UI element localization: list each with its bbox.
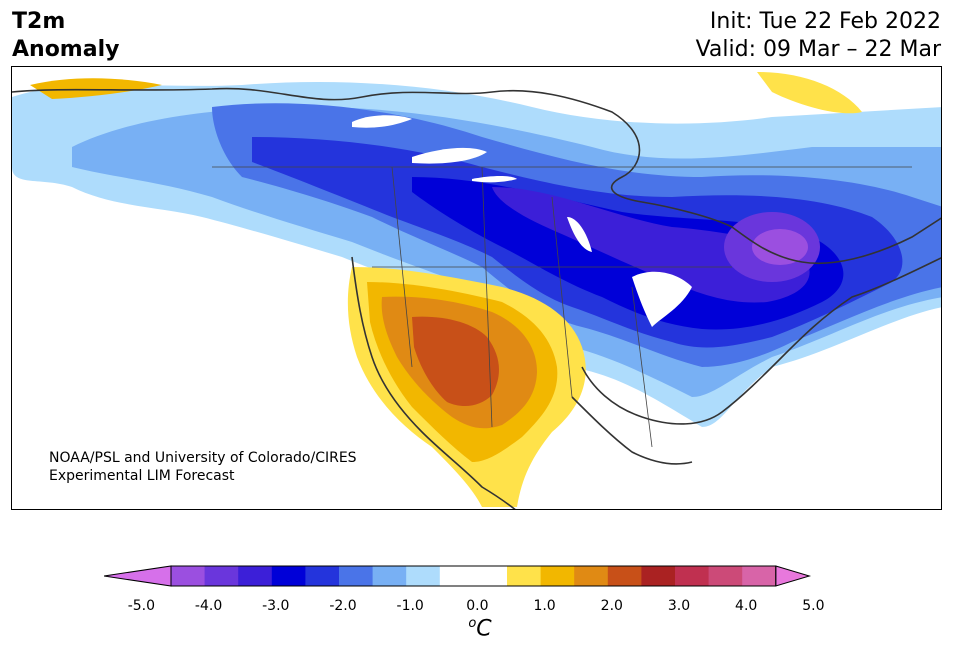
colorbar-cell xyxy=(406,566,441,586)
colorbar-extend-low xyxy=(104,565,172,587)
anomaly-label: Anomaly xyxy=(12,37,120,62)
unit-base: C xyxy=(476,616,492,642)
colorbar-cell xyxy=(339,566,374,586)
colorbar-cell xyxy=(204,566,239,586)
colorbar-tick-label: -1.0 xyxy=(396,598,424,614)
colorbar-cell xyxy=(473,566,508,586)
colorbar-tick-label: -4.0 xyxy=(194,598,223,614)
colorbar-cell xyxy=(372,566,407,586)
date-info: Init: Tue 22 Feb 2022 Valid: 09 Mar – 22… xyxy=(696,8,941,64)
map-svg xyxy=(12,72,941,509)
colorbar-tick-label: 3.0 xyxy=(667,598,691,614)
colorbar-tick-label: -5.0 xyxy=(127,598,156,614)
colorbar-cell xyxy=(574,566,609,586)
colorbar-frame xyxy=(170,565,777,587)
colorbar-tick-label: 5.0 xyxy=(802,598,825,614)
colorbar-cell xyxy=(507,566,542,586)
colorbar-tick-label: 1.0 xyxy=(533,598,556,614)
colorbar-cell xyxy=(742,566,777,586)
map-title: T2m Anomaly xyxy=(12,8,119,64)
colorbar-tick-label: -3.0 xyxy=(262,598,290,614)
cold-core-purple xyxy=(492,187,810,303)
colorbar-tick-label: 2.0 xyxy=(600,598,623,614)
unit-superscript: o xyxy=(468,616,477,631)
cold-max-center xyxy=(752,229,808,265)
colorbar-cell xyxy=(641,566,676,586)
colorbar-tick-label: 4.0 xyxy=(735,598,758,614)
coastlines xyxy=(12,87,941,509)
credit-line-1: NOAA/PSL and University of Colorado/CIRE… xyxy=(49,450,357,466)
variable-name: T2m xyxy=(12,9,66,34)
colorbar-cell xyxy=(607,566,642,586)
unit-label: oC xyxy=(460,616,500,641)
colorbar-cell xyxy=(708,566,743,586)
colorbar-cell xyxy=(675,566,710,586)
credit-line-2: Experimental LIM Forecast xyxy=(49,468,235,484)
colorbar-tick-label: 0.0 xyxy=(466,598,489,614)
credit-text: NOAA/PSL and University of Colorado/CIRE… xyxy=(49,449,357,485)
lakes xyxy=(352,115,692,327)
colorbar-cell xyxy=(271,566,306,586)
warm-greenland xyxy=(757,72,862,114)
colorbar-cell xyxy=(540,566,575,586)
warm-core xyxy=(412,316,499,407)
colorbar xyxy=(104,565,812,587)
valid-range: Valid: 09 Mar – 22 Mar xyxy=(695,37,941,62)
colorbar-cell xyxy=(238,566,273,586)
colorbar-extend-high xyxy=(775,565,812,587)
init-date: Init: Tue 22 Feb 2022 xyxy=(709,9,941,34)
colorbar-cells xyxy=(104,565,812,587)
colorbar-cell xyxy=(439,566,474,586)
colorbar-cell xyxy=(171,566,206,586)
state-borders xyxy=(212,166,912,448)
warm-alaska xyxy=(30,78,162,99)
anomaly-map xyxy=(11,66,942,510)
colorbar-cell xyxy=(305,566,340,586)
colorbar-tick-label: -2.0 xyxy=(329,598,357,614)
